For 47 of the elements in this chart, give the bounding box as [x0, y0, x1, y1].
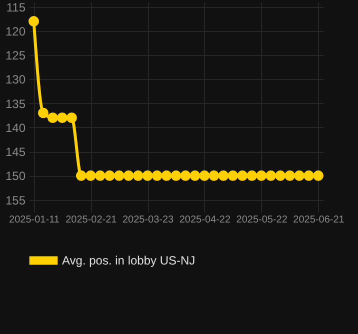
y-tick-label: 145 — [5, 145, 26, 160]
y-tick-label: 150 — [5, 169, 26, 184]
point — [94, 170, 106, 181]
point — [199, 170, 210, 181]
point — [161, 170, 172, 181]
point — [142, 170, 153, 181]
point — [170, 170, 182, 181]
point — [47, 112, 58, 123]
point — [218, 170, 229, 181]
point — [152, 170, 162, 181]
y-tick-label: 125 — [5, 48, 26, 63]
x-tick-label: 2025-03-23 — [122, 214, 174, 226]
y-tick-label: 115 — [6, 0, 26, 14]
x-tick-label: 2025-02-21 — [66, 214, 118, 226]
point — [56, 112, 68, 123]
point — [266, 170, 276, 181]
y-tick-label: 130 — [5, 72, 26, 87]
point — [237, 170, 248, 181]
point — [313, 170, 324, 181]
point — [123, 170, 134, 181]
x-tick-label: 2025-01-11 — [9, 214, 60, 226]
y-tick-label: 140 — [5, 120, 26, 135]
x-tick-label: 2025-05-22 — [236, 214, 288, 226]
point — [114, 170, 124, 181]
point — [132, 170, 144, 181]
point — [294, 170, 305, 181]
point — [66, 112, 77, 123]
point — [38, 108, 48, 118]
y-tick-label: 120 — [5, 24, 26, 38]
point — [85, 170, 96, 181]
point — [284, 170, 296, 181]
x-tick-label: 2025-06-21 — [293, 214, 345, 226]
point — [180, 170, 191, 181]
point — [275, 170, 286, 181]
point — [304, 170, 314, 181]
y-tick-label: 135 — [5, 96, 26, 111]
point — [104, 170, 115, 181]
point — [228, 170, 238, 181]
y-tick-label: 155 — [5, 193, 26, 208]
point — [256, 170, 267, 181]
point — [208, 170, 220, 181]
point — [76, 170, 86, 181]
point — [28, 16, 39, 27]
x-tick-label: 2025-04-22 — [179, 214, 231, 226]
point — [246, 170, 258, 181]
point — [190, 170, 200, 181]
legend-label: Avg. pos. in lobby US-NJ — [62, 254, 196, 268]
